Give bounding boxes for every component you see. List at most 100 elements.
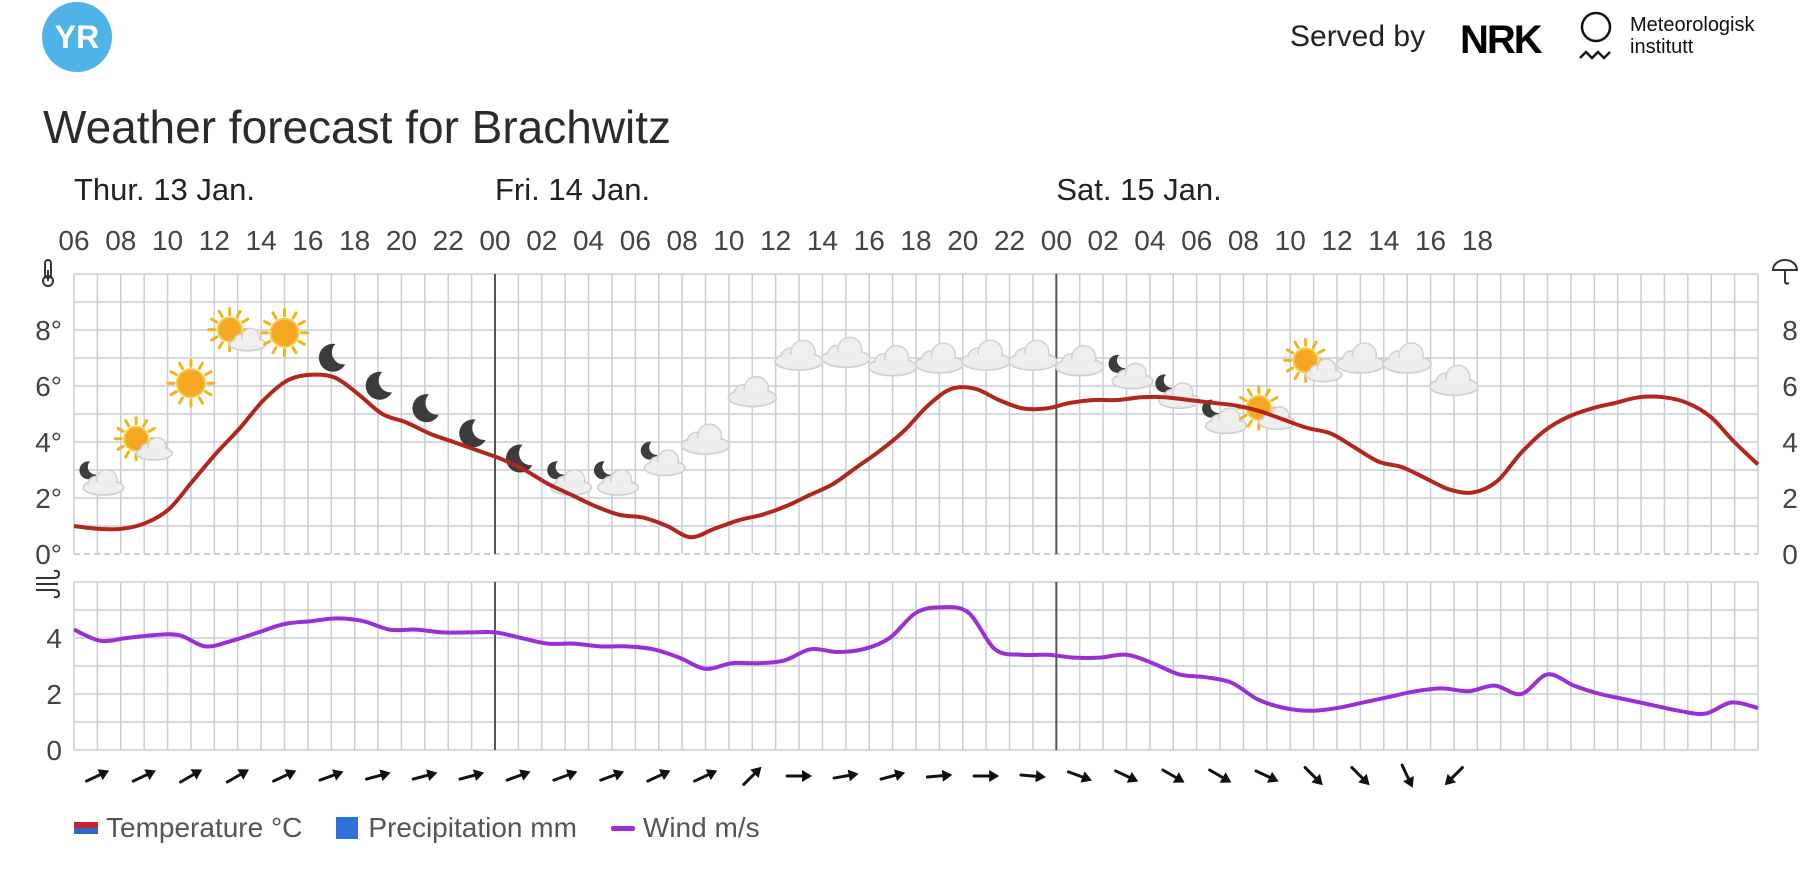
partly-cloudy-day-icon <box>1283 337 1343 383</box>
weather-symbols <box>79 307 1479 496</box>
partly-cloudy-night-icon <box>640 441 686 477</box>
x-tick-label: 16 <box>292 225 323 256</box>
x-tick-label: 20 <box>386 225 417 256</box>
wind-direction-arrow <box>1303 766 1323 786</box>
clear-sun-icon <box>260 308 309 358</box>
legend-temperature-label: Temperature °C <box>106 812 303 843</box>
wind-direction-arrow <box>131 769 156 783</box>
temp-tick-label: 2° <box>35 483 62 514</box>
precip-tick-label: 2 <box>1782 483 1798 514</box>
wind-direction-arrow <box>1400 763 1414 788</box>
x-tick-label: 12 <box>1321 225 1352 256</box>
wind-icon <box>36 569 61 599</box>
legend-item-temperature[interactable]: Temperature °C <box>74 812 302 844</box>
cloud-icon <box>1429 364 1479 397</box>
x-tick-label: 18 <box>339 225 370 256</box>
x-tick-label: 02 <box>1088 225 1119 256</box>
wind-direction-arrow <box>85 769 110 783</box>
thermometer-icon <box>42 259 54 287</box>
x-tick-label: 08 <box>667 225 698 256</box>
partly-cloudy-night-icon <box>1155 374 1201 410</box>
partly-cloudy-night-icon <box>1202 399 1248 435</box>
precip-tick-label: 4 <box>1782 427 1798 458</box>
temp-tick-label: 6° <box>35 371 62 402</box>
umbrella-icon <box>1771 259 1799 285</box>
x-tick-label: 16 <box>854 225 885 256</box>
x-tick-label: 18 <box>1462 225 1493 256</box>
day-label: Fri. 14 Jan. <box>495 172 650 207</box>
partly-cloudy-night-icon <box>547 461 593 496</box>
axis-icons <box>36 259 1799 599</box>
yr-logo: YR <box>42 2 112 72</box>
wind-direction-arrow <box>1066 770 1092 783</box>
x-tick-label: 18 <box>900 225 931 256</box>
legend-precipitation-label: Precipitation mm <box>368 812 577 843</box>
precip-tick-label: 0 <box>1782 539 1798 570</box>
temp-tick-label: 0° <box>35 539 62 570</box>
wave-icon <box>1579 50 1611 60</box>
precip-tick-label: 6 <box>1782 371 1798 402</box>
x-tick-label: 06 <box>620 225 651 256</box>
x-tick-label: 10 <box>713 225 744 256</box>
cloud-icon <box>961 339 1011 371</box>
wind-direction-arrow <box>646 769 671 783</box>
day-label: Thur. 13 Jan. <box>74 172 255 207</box>
forecast-chart: Thur. 13 Jan. Fri. 14 Jan. Sat. 15 Jan.06 0… <box>35 172 1799 788</box>
wind-tick-label: 2 <box>46 679 62 710</box>
moon-icon <box>365 371 393 400</box>
x-tick-label: 12 <box>199 225 230 256</box>
wind-direction-arrow <box>925 769 953 782</box>
x-tick-label: 12 <box>760 225 791 256</box>
legend-item-precipitation[interactable]: Precipitation mm <box>336 812 577 844</box>
legend-wind-label: Wind m/s <box>642 812 760 843</box>
wind-direction-arrow <box>1254 769 1279 783</box>
cloud-icon <box>680 423 731 455</box>
x-tick-label: 00 <box>479 225 510 256</box>
cloud-icon <box>914 342 965 374</box>
cloud-icon <box>774 339 824 371</box>
x-tick-label: 10 <box>152 225 183 256</box>
x-tick-label: 06 <box>1181 225 1212 256</box>
cloud-icon <box>1382 342 1432 374</box>
wind-swatch <box>610 825 635 831</box>
x-tick-label: 06 <box>58 225 89 256</box>
partly-cloudy-day-icon <box>207 307 267 353</box>
served-by-label: Served by <box>1290 20 1426 53</box>
x-tick-label: 10 <box>1275 225 1306 256</box>
nrk-logo: NRK <box>1460 18 1543 62</box>
met-name-line1: Meteorologisk <box>1630 14 1755 36</box>
legend-item-wind[interactable]: Wind m/s <box>610 812 760 844</box>
moon-icon <box>412 394 439 423</box>
wind-direction-arrow <box>972 770 1000 782</box>
partly-cloudy-night-icon <box>1108 354 1154 390</box>
grid <box>73 273 1759 751</box>
wind-direction-arrow <box>785 770 813 782</box>
met-name-line2: institutt <box>1630 36 1694 58</box>
wind-direction-arrow <box>832 769 859 782</box>
x-tick-label: 08 <box>1228 225 1259 256</box>
x-tick-label: 04 <box>1134 225 1165 256</box>
cloud-icon <box>867 345 918 377</box>
met-name: Meteorologisk institutt <box>1630 14 1755 58</box>
cloud-icon <box>1335 342 1386 374</box>
met-logo <box>1579 11 1612 60</box>
temp-tick-label: 4° <box>35 427 62 458</box>
wind-tick-label: 4 <box>46 623 62 654</box>
axis-labels: Thur. 13 Jan. Fri. 14 Jan. Sat. 15 Jan.06 0… <box>35 172 1798 766</box>
temperature-swatch <box>74 822 98 834</box>
temp-tick-label: 8° <box>35 315 62 346</box>
x-tick-label: 04 <box>573 225 604 256</box>
x-tick-label: 22 <box>433 225 464 256</box>
wind-tick-label: 0 <box>46 735 62 766</box>
page-title: Weather forecast for Brachwitz <box>43 101 672 153</box>
wind-direction-arrow <box>458 769 485 782</box>
wind-direction-arrows <box>85 763 1464 788</box>
series-lines <box>73 372 1760 716</box>
cloud-icon <box>727 375 778 408</box>
partly-cloudy-night-icon <box>79 461 125 496</box>
wind-direction-arrow <box>742 766 762 786</box>
temperature-line <box>73 372 1760 540</box>
precipitation-swatch <box>336 817 359 839</box>
x-tick-label: 08 <box>105 225 136 256</box>
day-label: Sat. 15 Jan. <box>1056 172 1221 207</box>
